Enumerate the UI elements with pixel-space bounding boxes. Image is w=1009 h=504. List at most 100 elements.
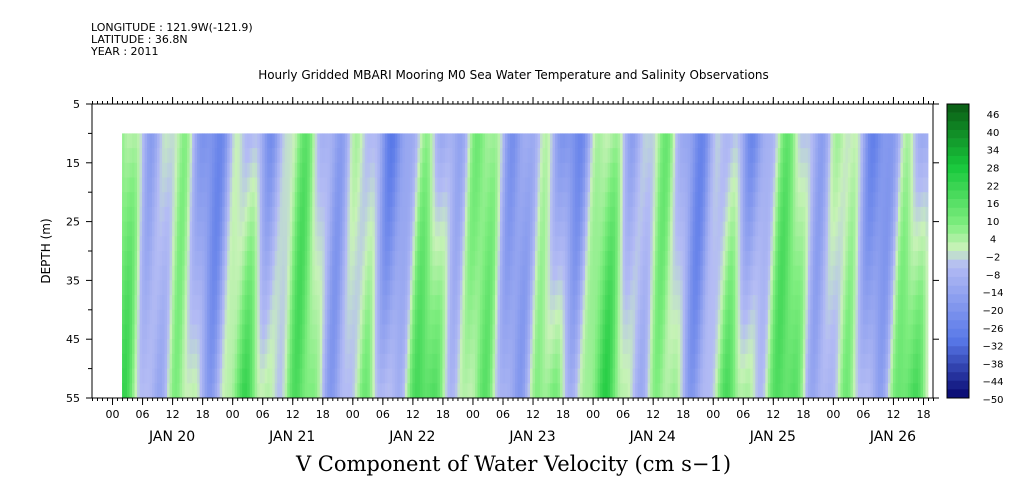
heatmap-cell xyxy=(715,133,719,149)
heatmap-cell xyxy=(379,353,383,369)
heatmap-cell xyxy=(472,265,476,281)
heatmap-cell xyxy=(257,324,261,340)
heatmap-cell xyxy=(565,265,568,281)
heatmap-cell xyxy=(199,353,203,369)
heatmap-cell xyxy=(384,324,388,340)
heatmap-cell xyxy=(334,162,338,178)
heatmap-cell xyxy=(232,162,236,178)
heatmap-cell xyxy=(725,324,729,340)
heatmap-cell xyxy=(682,206,686,222)
heatmap-cell xyxy=(682,324,686,340)
heatmap-cell xyxy=(697,162,701,178)
heatmap-cell xyxy=(652,353,656,369)
heatmap-cell xyxy=(374,339,378,355)
heatmap-cell xyxy=(770,295,774,311)
heatmap-cell xyxy=(264,133,268,149)
heatmap-cell xyxy=(172,177,175,193)
heatmap-cell xyxy=(469,324,473,340)
heatmap-cell xyxy=(237,221,241,237)
heatmap-cell xyxy=(540,368,543,384)
heatmap-cell xyxy=(665,280,669,296)
heatmap-cell xyxy=(695,148,699,164)
heatmap-cell xyxy=(319,353,323,369)
heatmap-cell xyxy=(249,353,253,369)
heatmap-cell xyxy=(715,148,719,164)
heatmap-cell xyxy=(550,383,553,399)
heatmap-cell xyxy=(732,324,736,340)
heatmap-cell xyxy=(755,206,759,222)
heatmap-cell xyxy=(517,162,521,178)
heatmap-cell xyxy=(655,192,659,208)
heatmap-cell xyxy=(262,148,266,164)
heatmap-cell xyxy=(562,295,566,311)
heatmap-cell xyxy=(507,133,511,149)
heatmap-cell xyxy=(132,353,135,369)
heatmap-cell xyxy=(590,368,593,384)
heatmap-cell xyxy=(570,309,573,325)
heatmap-cell xyxy=(765,295,769,311)
heatmap-cell xyxy=(319,192,323,208)
heatmap-cell xyxy=(404,383,408,399)
heatmap-cell xyxy=(262,133,266,149)
heatmap-cell xyxy=(354,133,358,149)
heatmap-cell xyxy=(229,339,233,355)
heatmap-cell xyxy=(705,280,709,296)
heatmap-cell xyxy=(792,192,796,208)
heatmap-cell xyxy=(512,206,516,222)
heatmap-cell xyxy=(717,133,721,149)
heatmap-cell xyxy=(477,206,481,222)
heatmap-cell xyxy=(189,339,193,355)
heatmap-cell xyxy=(384,280,388,296)
heatmap-cell xyxy=(454,148,458,164)
heatmap-cell xyxy=(239,162,243,178)
heatmap-cell xyxy=(702,206,706,222)
heatmap-cell xyxy=(477,192,481,208)
heatmap-cell xyxy=(392,133,396,149)
heatmap-cell xyxy=(627,162,631,178)
heatmap-cell xyxy=(565,251,568,267)
heatmap-cell xyxy=(457,324,461,340)
heatmap-cell xyxy=(407,206,411,222)
heatmap-cell xyxy=(625,353,629,369)
heatmap-cell xyxy=(437,206,441,222)
heatmap-cell xyxy=(429,383,433,399)
heatmap-cell xyxy=(389,368,393,384)
heatmap-cell xyxy=(770,309,774,325)
heatmap-cell xyxy=(802,177,806,193)
heatmap-cell xyxy=(565,368,568,384)
heatmap-cell xyxy=(127,368,130,384)
heatmap-cell xyxy=(502,236,506,252)
heatmap-cell xyxy=(697,324,701,340)
heatmap-cell xyxy=(439,148,443,164)
heatmap-cell xyxy=(187,192,191,208)
heatmap-cell xyxy=(517,383,521,399)
heatmap-cell xyxy=(122,309,125,325)
heatmap-cell xyxy=(289,353,293,369)
heatmap-cell xyxy=(137,162,140,178)
heatmap-cell xyxy=(127,251,130,267)
heatmap-cell xyxy=(184,353,188,369)
heatmap-cell xyxy=(537,177,541,193)
heatmap-cell xyxy=(795,221,799,237)
heatmap-cell xyxy=(507,206,511,222)
heatmap-cell xyxy=(602,368,606,384)
heatmap-cell xyxy=(352,162,356,178)
heatmap-cell xyxy=(142,339,145,355)
heatmap-cell xyxy=(722,236,726,252)
heatmap-cell xyxy=(122,236,125,252)
heatmap-cell xyxy=(144,177,148,193)
heatmap-cell xyxy=(287,251,291,267)
heatmap-cell xyxy=(520,236,523,252)
heatmap-cell xyxy=(517,353,521,369)
heatmap-cell xyxy=(342,383,346,399)
heatmap-cell xyxy=(354,265,358,281)
heatmap-cell xyxy=(795,177,799,193)
heatmap-cell xyxy=(657,148,661,164)
heatmap-cell xyxy=(670,383,674,399)
heatmap-cell xyxy=(362,192,366,208)
heatmap-cell xyxy=(672,383,676,399)
heatmap-cell xyxy=(630,280,634,296)
heatmap-cell xyxy=(499,236,503,252)
heatmap-cell xyxy=(212,309,216,325)
heatmap-cell xyxy=(672,265,676,281)
